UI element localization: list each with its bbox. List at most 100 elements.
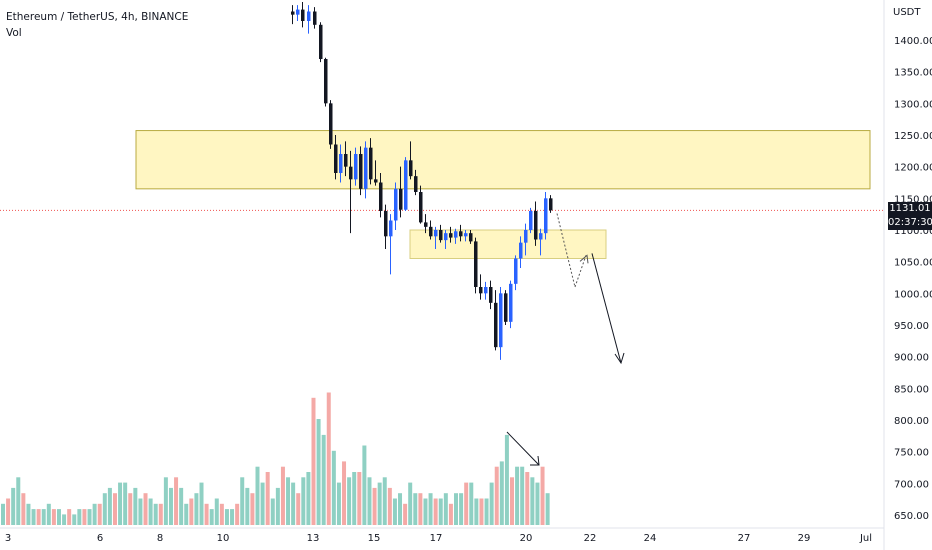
volume-annotation-arrowhead — [530, 455, 540, 466]
volume-bar — [321, 434, 326, 525]
volume-bar — [336, 482, 341, 525]
volume-bar — [311, 397, 316, 525]
volume-bar — [245, 487, 250, 525]
candle-body — [549, 198, 553, 211]
volume-bar — [418, 493, 423, 525]
volume-bar — [240, 477, 245, 525]
candle-body — [384, 211, 388, 237]
volume-bar — [286, 477, 291, 525]
time-tick-label: 24 — [644, 533, 657, 544]
volume-bar — [499, 461, 504, 525]
time-tick-label: 22 — [584, 533, 597, 544]
current-price-value: 1131.01 — [889, 203, 931, 214]
candle-body — [449, 233, 453, 238]
candle-body — [424, 222, 428, 227]
price-tick-label: 650.00 — [894, 511, 929, 522]
price-tick-label: 1100.00 — [894, 226, 932, 237]
volume-bar — [97, 503, 102, 525]
candle-body — [459, 231, 463, 237]
volume-bar — [214, 498, 219, 525]
candle-body — [319, 24, 323, 59]
candle-body — [344, 154, 348, 167]
volume-bar — [56, 509, 61, 525]
candle-body — [539, 233, 543, 240]
projection-arrowhead-down — [614, 352, 625, 365]
volume-bar — [199, 482, 204, 525]
support-zone[interactable] — [409, 229, 607, 259]
candle-body — [296, 9, 300, 15]
candle-body — [301, 9, 305, 21]
price-tick-label: 1200.00 — [894, 163, 932, 174]
projection-path-dotted-down — [556, 213, 576, 288]
price-tick-label: 1250.00 — [894, 131, 932, 142]
volume-bar — [11, 487, 16, 525]
volume-bar — [469, 482, 474, 525]
volume-bar — [41, 509, 46, 525]
volume-bar — [36, 509, 41, 525]
chart-legend: Ethereum / TetherUS, 4h, BINANCE Vol — [6, 9, 188, 41]
volume-bar — [443, 493, 448, 525]
volume-bar — [163, 477, 168, 525]
volume-bar — [331, 450, 336, 525]
candle-body — [524, 230, 528, 243]
candle-body — [379, 182, 383, 211]
time-tick-label: 6 — [97, 533, 103, 544]
volume-bar — [347, 477, 352, 525]
volume-bar — [148, 498, 153, 525]
volume-bar — [484, 498, 489, 525]
volume-bar — [398, 493, 403, 525]
volume-bar — [123, 482, 128, 525]
volume-bar — [377, 482, 382, 525]
volume-bar — [464, 482, 469, 525]
volume-bar — [87, 509, 92, 525]
volume-bar — [535, 482, 540, 525]
volume-bar — [428, 493, 433, 525]
candle-body — [504, 293, 508, 322]
resistance-zone[interactable] — [135, 130, 871, 190]
candle-body — [499, 293, 503, 348]
volume-indicator-label: Vol — [6, 27, 22, 39]
volume-bar — [408, 482, 413, 525]
candle-body — [414, 176, 418, 192]
volume-bar — [545, 493, 550, 525]
volume-annotation-arrow — [506, 431, 540, 466]
candle-body — [354, 154, 358, 180]
candle-body — [394, 188, 398, 221]
volume-bar — [367, 477, 372, 525]
volume-bar — [189, 498, 194, 525]
candle-body — [307, 11, 311, 21]
volume-bar — [540, 466, 545, 525]
volume-bar — [153, 503, 158, 525]
candle-body — [494, 302, 498, 348]
price-tick-label: 750.00 — [894, 448, 929, 459]
candle-body — [509, 283, 513, 322]
volume-bar — [352, 472, 357, 525]
volume-bar — [82, 509, 87, 525]
time-tick-label: Jul — [859, 533, 872, 544]
volume-bar — [204, 503, 209, 525]
price-tick-label: 1150.00 — [894, 194, 932, 205]
volume-bar — [92, 503, 97, 525]
time-tick-label: 3 — [5, 533, 11, 544]
candle-body — [474, 241, 478, 287]
candle-body — [489, 287, 493, 303]
volume-bar — [158, 503, 163, 525]
candle-body — [374, 179, 378, 183]
candle-body — [439, 230, 443, 241]
volume-bar — [128, 493, 133, 525]
candle-body — [429, 226, 433, 237]
time-tick-label: 10 — [217, 533, 230, 544]
volume-bar — [255, 466, 260, 525]
projection-arrow-down — [591, 253, 622, 364]
volume-bar — [62, 514, 67, 525]
volume-bar — [489, 482, 494, 525]
candle-body — [329, 103, 333, 145]
volume-bar — [6, 498, 11, 525]
volume-bar — [403, 503, 408, 525]
candle-countdown: 02:37:30 — [888, 217, 932, 228]
volume-bar — [479, 498, 484, 525]
volume-bar — [438, 498, 443, 525]
volume-bar — [174, 477, 179, 525]
volume-bar — [387, 487, 392, 525]
